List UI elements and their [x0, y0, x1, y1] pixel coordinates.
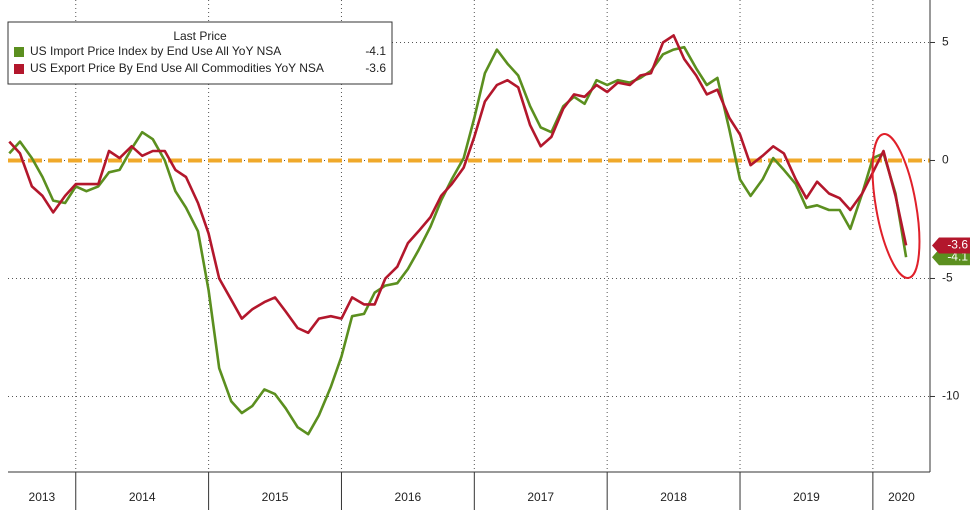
- x-tick-label: 2013: [29, 490, 56, 504]
- x-tick-label: 2018: [660, 490, 687, 504]
- legend: Last Price US Import Price Index by End …: [7, 21, 393, 85]
- legend-swatch: [14, 64, 24, 74]
- x-tick-label: 2020: [888, 490, 915, 504]
- x-tick-label: 2015: [262, 490, 289, 504]
- last-value-label: -3.6: [947, 238, 968, 252]
- highlight-ellipse: [871, 133, 921, 279]
- legend-box: [7, 21, 393, 85]
- series-line: [8, 34, 908, 335]
- legend-title: Last Price: [173, 29, 227, 43]
- y-tick-label: 0: [942, 153, 949, 167]
- x-tick-label: 2016: [395, 490, 422, 504]
- legend-label: US Import Price Index by End Use All YoY…: [30, 44, 281, 58]
- last-value-badge: [932, 237, 970, 254]
- y-tick-label: 5: [942, 35, 949, 49]
- x-tick-label: 2014: [129, 490, 156, 504]
- legend-swatch: [14, 47, 24, 57]
- legend-label: US Export Price By End Use All Commoditi…: [30, 61, 324, 75]
- axes: -10 -5 0 5 2013 2014 2015 2016 2017 2018 2019 2020 -…: [8, 0, 970, 510]
- y-tick-label: -5: [942, 271, 953, 285]
- y-tick-label: -10: [942, 389, 960, 403]
- x-tick-label: 2019: [793, 490, 820, 504]
- legend-value: -3.6: [365, 61, 386, 75]
- legend-value: -4.1: [365, 44, 386, 58]
- lines: [8, 34, 930, 436]
- x-tick-label: 2017: [527, 490, 554, 504]
